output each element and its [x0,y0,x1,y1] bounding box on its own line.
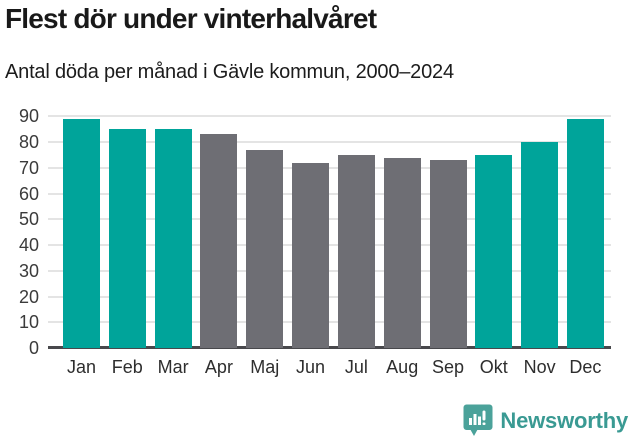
x-axis-labels: Jan Feb Mar Apr Maj Jun Jul Aug Sep Okt Nov Dec [48,357,611,378]
bar-aug [383,158,421,348]
x-tick-label-maj: Maj [250,357,280,377]
x-tick-label-okt: Okt [479,357,508,377]
x-tick-label-apr: Apr [204,357,233,377]
bar-dec [566,119,604,348]
gridline-90 [48,115,611,118]
y-tick-label-90: 90 [18,106,39,127]
y-tick-label-60: 60 [18,183,39,204]
x-tick-label-feb: Feb [111,357,143,377]
chart-subtitle: Antal döda per månad i Gävle kommun, 200… [5,61,454,83]
bar-nov [521,142,559,348]
y-tick-label-50: 50 [18,209,39,230]
y-axis: 0 10 20 30 40 50 60 70 80 90 [0,105,43,357]
brand-footer: Newsworthy [463,404,628,437]
chart-title: Flest dör under vinterhalvåret [5,3,377,34]
gridline-40 [48,244,611,247]
y-tick-label-20: 20 [18,286,39,307]
bars [48,105,611,348]
gridline-20 [48,295,611,298]
bar-feb [108,129,146,348]
x-tick-label-jun: Jun [296,357,326,377]
y-tick-label-40: 40 [18,235,39,256]
bar-jun [292,163,330,348]
x-tick-label-nov: Nov [523,357,556,377]
gridline-80 [48,141,611,144]
bar-jan [63,119,100,348]
y-tick-label-0: 0 [28,338,39,358]
bar-okt [475,155,513,348]
y-tick-label-10: 10 [18,312,39,333]
x-tick-label-aug: Aug [386,357,419,377]
newsworthy-logo-icon [463,404,493,436]
bar-apr [200,134,238,348]
x-tick-label-dec: Dec [569,357,602,377]
x-tick-label-jan: Jan [66,357,97,377]
bar-maj [246,150,284,348]
bar-mar [154,129,192,348]
brand-name: Newsworthy [500,407,628,433]
gridline-60 [48,192,611,195]
y-tick-label-30: 30 [18,260,39,281]
x-tick-label-mar: Mar [157,357,189,377]
y-tick-label-70: 70 [18,157,39,178]
y-tick-label-80: 80 [18,132,39,153]
plot-area [48,105,611,349]
x-tick-label-sep: Sep [431,357,465,377]
newsworthy-logo-bars [469,410,486,425]
gridline-50 [48,218,611,221]
gridline-70 [48,166,611,169]
gridline-30 [48,269,611,272]
gridline-10 [48,321,611,324]
x-axis-line [48,346,611,349]
bar-sep [429,160,467,348]
bar-jul [337,155,375,348]
x-tick-label-jul: Jul [344,357,368,377]
